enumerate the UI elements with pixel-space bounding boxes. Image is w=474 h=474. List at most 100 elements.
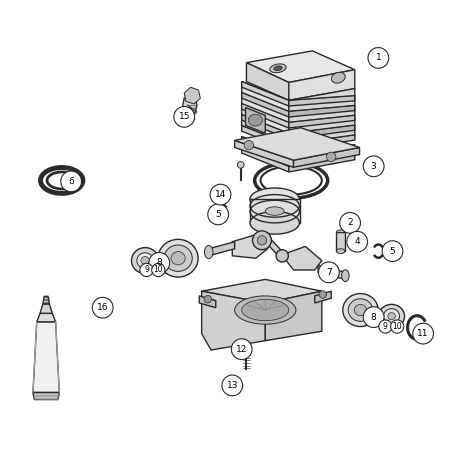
Circle shape [319,262,339,283]
Circle shape [61,171,82,192]
Ellipse shape [379,304,404,328]
Text: 5: 5 [215,210,221,219]
Circle shape [379,320,392,333]
Polygon shape [289,145,355,161]
Polygon shape [289,155,355,172]
Ellipse shape [250,188,300,210]
Text: 8: 8 [371,313,376,321]
Ellipse shape [348,299,373,321]
Polygon shape [33,392,59,400]
Ellipse shape [171,252,185,265]
Circle shape [382,241,403,262]
Circle shape [174,107,195,127]
Circle shape [363,156,384,177]
Text: 11: 11 [418,329,429,338]
Polygon shape [232,235,268,258]
Polygon shape [33,322,59,392]
Ellipse shape [204,246,213,259]
Text: 2: 2 [347,219,353,228]
Ellipse shape [261,166,322,195]
Ellipse shape [242,300,289,320]
Circle shape [391,320,404,333]
Circle shape [152,264,165,277]
Text: 8: 8 [156,258,162,267]
Text: 10: 10 [392,322,402,331]
Circle shape [340,212,360,233]
Text: 9: 9 [383,322,388,331]
Ellipse shape [337,249,345,254]
Polygon shape [265,291,322,341]
Circle shape [319,291,327,298]
Ellipse shape [355,304,366,316]
Text: 14: 14 [215,190,226,199]
Polygon shape [246,63,289,100]
Text: 16: 16 [97,303,109,312]
Polygon shape [293,147,359,167]
Polygon shape [209,242,235,256]
Circle shape [363,307,384,328]
Ellipse shape [248,114,263,126]
Text: 3: 3 [371,162,376,171]
Polygon shape [242,82,289,106]
Text: 1: 1 [375,54,381,63]
Ellipse shape [383,309,400,324]
Polygon shape [289,125,355,139]
Ellipse shape [343,293,378,327]
Text: 13: 13 [227,381,238,390]
Polygon shape [201,291,265,350]
Circle shape [237,162,244,168]
Circle shape [368,47,389,68]
Polygon shape [289,115,355,128]
Circle shape [208,204,228,225]
Polygon shape [246,108,265,133]
Polygon shape [242,103,289,128]
Polygon shape [282,246,322,270]
Polygon shape [40,304,52,313]
Ellipse shape [342,270,349,282]
Circle shape [210,184,231,205]
Text: 12: 12 [236,345,247,354]
Ellipse shape [274,66,282,71]
Polygon shape [260,233,284,257]
Circle shape [92,297,113,318]
Ellipse shape [337,230,345,235]
Polygon shape [289,135,355,150]
Circle shape [149,253,170,273]
Ellipse shape [270,64,286,73]
Ellipse shape [47,172,76,189]
Ellipse shape [388,313,395,319]
Ellipse shape [137,253,154,268]
Polygon shape [246,51,355,82]
Polygon shape [242,147,289,172]
Ellipse shape [131,247,159,273]
Polygon shape [242,115,289,139]
Circle shape [222,375,243,396]
Text: 15: 15 [179,112,190,121]
Ellipse shape [241,348,252,354]
Polygon shape [199,296,216,308]
Circle shape [257,236,267,245]
Text: 10: 10 [154,265,163,274]
Polygon shape [289,70,355,100]
Polygon shape [289,105,355,117]
Polygon shape [337,232,345,251]
Polygon shape [43,296,49,304]
Text: 5: 5 [390,246,395,255]
Circle shape [140,264,153,277]
Ellipse shape [250,211,300,234]
Ellipse shape [158,239,198,277]
Polygon shape [235,128,359,160]
Polygon shape [242,137,289,161]
Ellipse shape [265,207,284,215]
Polygon shape [242,82,289,147]
Polygon shape [235,140,293,167]
Polygon shape [250,199,300,223]
Text: 4: 4 [355,237,360,246]
Circle shape [204,295,211,303]
Circle shape [231,339,252,359]
Text: 6: 6 [68,177,74,186]
Polygon shape [318,265,346,279]
Text: 7: 7 [326,268,332,277]
Circle shape [244,140,254,150]
Ellipse shape [331,73,345,83]
